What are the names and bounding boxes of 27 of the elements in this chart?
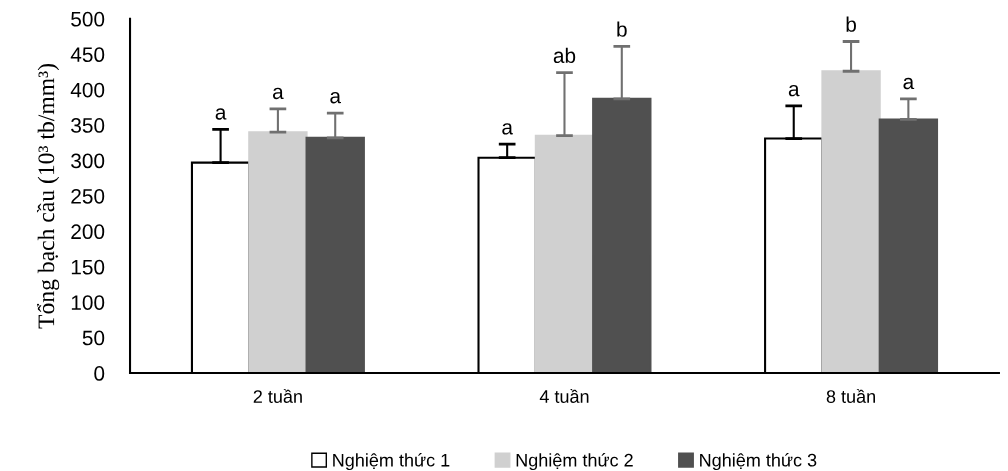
y-tick-label: 450 — [70, 47, 105, 63]
y-tick-label: 150 — [71, 259, 105, 275]
annotation: a — [788, 84, 800, 97]
annotation: a — [330, 91, 342, 104]
x-tick-label: 4 tuần — [539, 388, 589, 403]
annotation: a — [903, 77, 915, 90]
x-tick-label: 8 tuần — [826, 388, 875, 403]
y-tick-label: 200 — [71, 224, 105, 240]
y-tick-label: 0 — [94, 366, 105, 381]
legend-label: Nghiệm thức 3 — [700, 453, 817, 471]
y-tick-label: 400 — [70, 82, 105, 98]
annotation: a — [273, 87, 284, 100]
y-tick-label: 250 — [71, 188, 105, 204]
annotation: ab — [553, 47, 576, 63]
legend-label: Nghiệm thức 1 — [333, 453, 450, 471]
y-axis-title: Tổng bạch cầu (10³ tb/mm³) — [36, 64, 60, 329]
legend-label: Nghiệm thức 2 — [516, 453, 633, 471]
annotation: b — [617, 21, 627, 37]
y-tick-label: 50 — [82, 330, 105, 346]
y-tick-label: 500 — [71, 11, 105, 27]
annotation: b — [846, 16, 856, 32]
x-tick-label: 2 tuần — [253, 388, 302, 403]
y-tick-label: 300 — [71, 153, 105, 169]
annotation: a — [502, 123, 513, 135]
y-tick-label: 350 — [71, 118, 105, 133]
annotation: a — [215, 108, 227, 120]
y-tick-label: 100 — [71, 295, 105, 310]
